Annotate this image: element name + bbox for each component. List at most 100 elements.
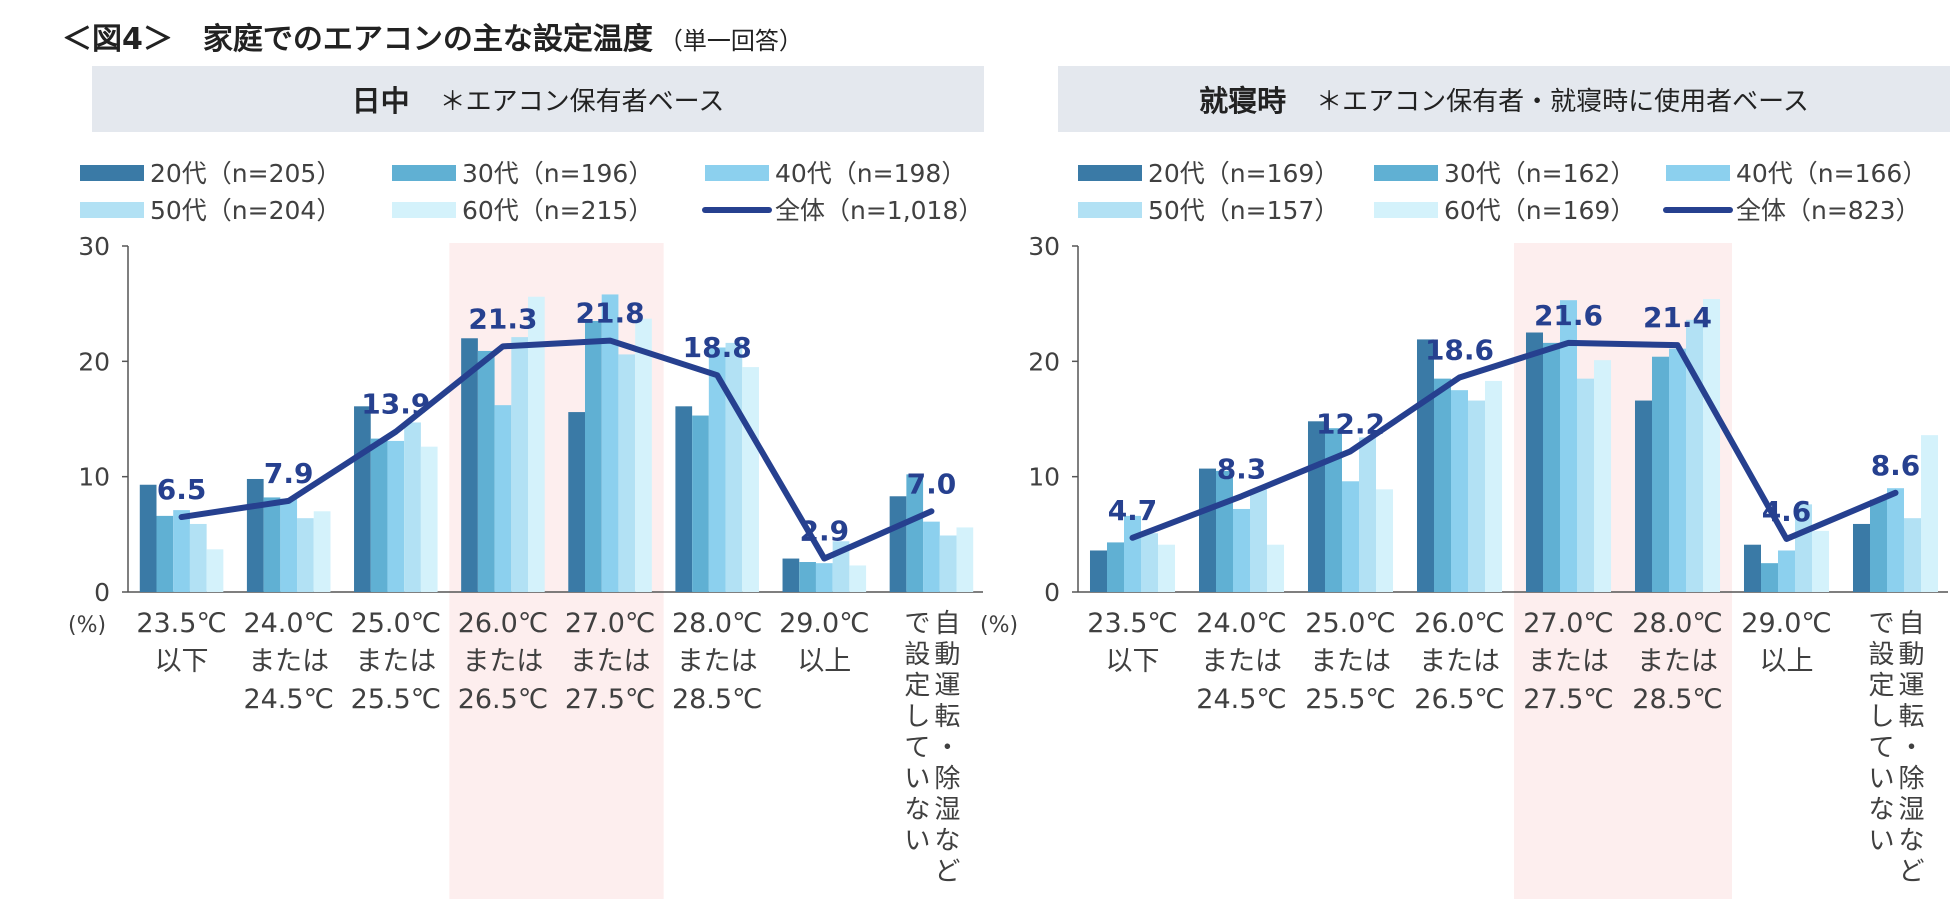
- bar: [584, 320, 602, 592]
- category-label-char: ど: [1898, 857, 1924, 887]
- bar: [675, 406, 693, 592]
- bar: [1158, 544, 1176, 592]
- category-label-char: し: [1868, 702, 1894, 732]
- bar: [1743, 544, 1761, 592]
- total-line: [1129, 339, 1899, 542]
- data-label: 13.9: [361, 388, 430, 421]
- title-sub: （単一回答）: [658, 27, 803, 55]
- bar: [1594, 360, 1612, 592]
- bar: [387, 440, 405, 592]
- bar: [939, 535, 957, 592]
- unit-label: (%): [68, 613, 106, 638]
- category-label: 24.0℃: [1196, 608, 1286, 639]
- bar: [1433, 378, 1451, 592]
- legend-swatch: [392, 165, 456, 181]
- bar: [692, 415, 709, 592]
- category-label-char: 運: [1898, 671, 1924, 701]
- y-tick-label: 0: [94, 578, 110, 607]
- category-label: または: [462, 646, 543, 677]
- data-label: 21.4: [1643, 301, 1712, 334]
- data-label: 6.5: [157, 473, 207, 506]
- category-label: 29.0℃: [1741, 608, 1831, 639]
- bar: [1089, 550, 1107, 592]
- bar: [1324, 428, 1342, 592]
- bar: [708, 347, 726, 592]
- category-label-char: て: [1868, 733, 1894, 763]
- bar: [1376, 489, 1394, 592]
- category-label: 以上: [1760, 646, 1814, 677]
- bar: [1307, 421, 1325, 592]
- panel-note-daytime: ＊エアコン保有者ベース: [439, 86, 725, 117]
- category-label: 23.5℃: [136, 608, 226, 639]
- category-label: 27.5℃: [565, 684, 655, 715]
- bar: [601, 294, 619, 592]
- category-label-char: で: [904, 609, 930, 639]
- bar: [1795, 504, 1813, 592]
- legend-label: 60代（n=215）: [462, 196, 653, 225]
- legend-swatch: [80, 202, 144, 218]
- category-label: 24.0℃: [243, 608, 333, 639]
- bar: [1921, 435, 1939, 592]
- panel-title-daytime: 日中: [351, 84, 410, 118]
- bar: [923, 521, 940, 592]
- bar: [849, 565, 867, 592]
- bar: [1359, 437, 1377, 592]
- bar: [1559, 300, 1578, 592]
- category-label: または: [1528, 646, 1609, 677]
- category-label-char: ・: [1898, 733, 1924, 763]
- category-label: 27.5℃: [1523, 684, 1613, 715]
- category-label: または: [248, 646, 329, 677]
- y-tick-label: 10: [78, 463, 110, 492]
- legend-swatch: [1666, 165, 1730, 181]
- bar: [782, 558, 800, 592]
- bar: [1232, 508, 1251, 592]
- category-label: または: [1201, 646, 1282, 677]
- bar: [799, 562, 816, 592]
- category-label: 28.5℃: [1632, 684, 1722, 715]
- bar: [1267, 544, 1285, 592]
- category-label: 26.0℃: [1414, 608, 1504, 639]
- bar: [1468, 400, 1486, 592]
- bar: [1341, 481, 1360, 592]
- bar: [297, 518, 314, 592]
- category-label-char: 定: [1868, 671, 1894, 701]
- category-label: または: [1419, 646, 1500, 677]
- category-label-char: 自: [934, 609, 960, 639]
- data-label: 2.9: [800, 515, 850, 548]
- bar: [280, 498, 298, 592]
- y-tick-label: 0: [1044, 578, 1060, 607]
- bar: [173, 510, 190, 592]
- page-title: ＜図4＞ 家庭でのエアコンの主な設定温度 （単一回答）: [62, 14, 803, 58]
- category-label: または: [570, 646, 651, 677]
- category-label-char: 動: [1898, 640, 1924, 670]
- data-label: 8.3: [1217, 452, 1267, 485]
- bar: [1416, 339, 1434, 592]
- bar: [1852, 523, 1870, 592]
- bar: [725, 342, 743, 592]
- bar: [618, 354, 636, 592]
- bar: [139, 484, 157, 592]
- legend-swatch: [392, 202, 456, 218]
- bar: [420, 446, 438, 592]
- category-label: 26.5℃: [458, 684, 548, 715]
- data-label: 4.7: [1108, 494, 1158, 527]
- legend-swatch: [80, 165, 144, 181]
- category-label-char: 転: [934, 702, 960, 732]
- category-label: 29.0℃: [779, 608, 869, 639]
- data-label: 8.6: [1871, 449, 1921, 482]
- category-label: 24.5℃: [1196, 684, 1286, 715]
- data-label: 21.8: [576, 297, 645, 330]
- legend-swatch: [1078, 165, 1142, 181]
- category-label-char: 湿: [1898, 795, 1924, 825]
- bar: [1812, 530, 1830, 592]
- data-label: 21.3: [468, 302, 537, 335]
- category-label: 26.0℃: [458, 608, 548, 639]
- bar: [1215, 470, 1233, 592]
- bar: [1525, 332, 1543, 592]
- legend-label: 20代（n=169）: [1148, 159, 1339, 188]
- bar: [635, 318, 652, 592]
- panel-title-bedtime: 就寝時: [1199, 84, 1287, 118]
- bar: [1577, 378, 1595, 592]
- bar: [263, 497, 281, 592]
- bar: [1777, 550, 1796, 592]
